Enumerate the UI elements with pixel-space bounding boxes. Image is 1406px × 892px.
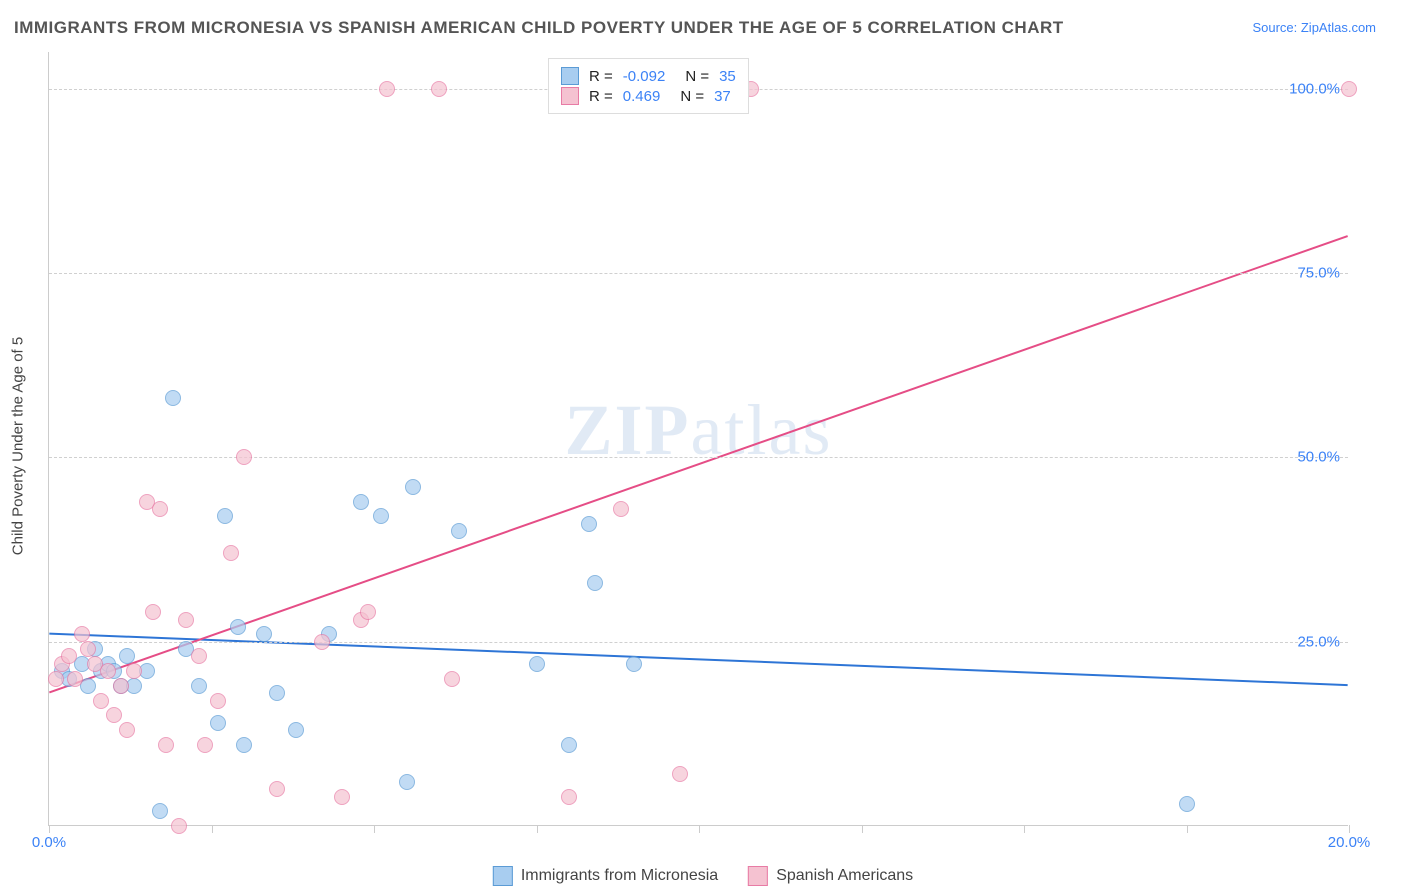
scatter-point [626,656,642,672]
y-tick-label: 100.0% [1289,80,1340,97]
x-tick [537,825,538,833]
scatter-point [106,707,122,723]
stats-row: R = -0.092 N = 35 [561,67,736,85]
y-tick-label: 50.0% [1297,449,1340,466]
scatter-point [119,722,135,738]
stat-n-label: N = [680,88,704,105]
scatter-point [230,619,246,635]
legend: Immigrants from Micronesia Spanish Americ… [493,866,913,886]
stat-r-label: R = [589,88,613,105]
scatter-point [171,818,187,834]
scatter-point [451,523,467,539]
scatter-point [48,671,64,687]
plot-area: ZIPatlas 25.0%50.0%75.0%100.0%0.0%20.0% [48,52,1348,826]
scatter-point [379,81,395,97]
scatter-point [561,737,577,753]
x-tick [862,825,863,833]
scatter-point [158,737,174,753]
scatter-point [529,656,545,672]
x-tick [212,825,213,833]
legend-swatch [748,866,768,886]
stat-n-value: 37 [714,88,731,105]
scatter-point [80,641,96,657]
scatter-point [236,449,252,465]
scatter-point [217,508,233,524]
scatter-point [581,516,597,532]
scatter-point [444,671,460,687]
scatter-point [1179,796,1195,812]
stat-r-label: R = [589,68,613,85]
x-tick [374,825,375,833]
scatter-point [61,648,77,664]
scatter-point [152,803,168,819]
stats-box: R = -0.092 N = 35 R = 0.469 N = 37 [548,58,749,114]
scatter-point [334,789,350,805]
scatter-point [178,612,194,628]
x-tick [49,825,50,833]
scatter-point [145,604,161,620]
x-tick [1024,825,1025,833]
stats-row: R = 0.469 N = 37 [561,87,736,105]
scatter-point [288,722,304,738]
gridline [49,273,1348,274]
scatter-point [613,501,629,517]
y-tick-label: 75.0% [1297,265,1340,282]
gridline [49,642,1348,643]
stats-swatch [561,87,579,105]
scatter-point [165,390,181,406]
scatter-point [587,575,603,591]
x-tick [1187,825,1188,833]
scatter-point [353,494,369,510]
x-tick [699,825,700,833]
legend-label: Spanish Americans [776,867,913,885]
scatter-point [100,663,116,679]
legend-item: Immigrants from Micronesia [493,866,718,886]
scatter-point [256,626,272,642]
chart-title: IMMIGRANTS FROM MICRONESIA VS SPANISH AM… [14,18,1064,38]
scatter-point [1341,81,1357,97]
stats-swatch [561,67,579,85]
scatter-point [191,648,207,664]
scatter-point [119,648,135,664]
scatter-point [93,693,109,709]
legend-item: Spanish Americans [748,866,913,886]
y-tick-label: 25.0% [1297,633,1340,650]
scatter-point [197,737,213,753]
scatter-point [191,678,207,694]
x-tick-label: 0.0% [32,834,66,851]
y-axis-label: Child Poverty Under the Age of 5 [10,337,27,555]
legend-label: Immigrants from Micronesia [521,867,718,885]
scatter-point [431,81,447,97]
scatter-point [236,737,252,753]
scatter-point [126,663,142,679]
scatter-point [269,685,285,701]
scatter-point [210,693,226,709]
x-tick [1349,825,1350,833]
x-tick-label: 20.0% [1328,834,1371,851]
stat-r-value: 0.469 [623,88,661,105]
stat-r-value: -0.092 [623,68,666,85]
scatter-point [561,789,577,805]
scatter-point [399,774,415,790]
scatter-point [314,634,330,650]
legend-swatch [493,866,513,886]
trend-lines [49,52,1348,825]
scatter-point [74,626,90,642]
scatter-point [113,678,129,694]
scatter-point [405,479,421,495]
scatter-point [360,604,376,620]
scatter-point [672,766,688,782]
scatter-point [373,508,389,524]
scatter-point [152,501,168,517]
scatter-point [269,781,285,797]
stat-n-value: 35 [719,68,736,85]
scatter-point [223,545,239,561]
source-credit: Source: ZipAtlas.com [1252,20,1376,35]
scatter-point [210,715,226,731]
stat-n-label: N = [685,68,709,85]
scatter-point [67,671,83,687]
